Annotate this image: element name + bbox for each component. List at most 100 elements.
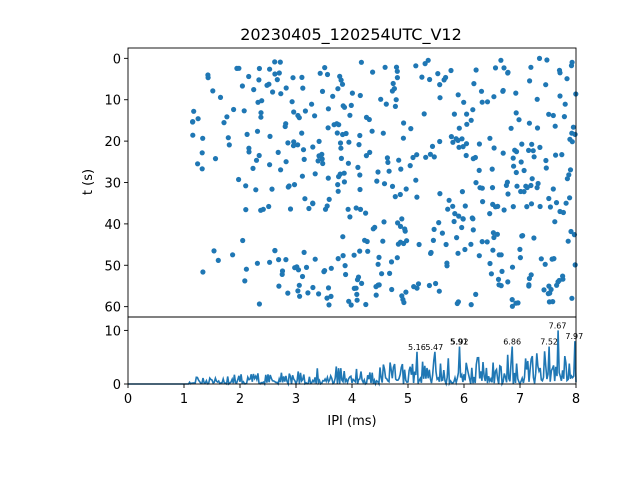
- scatter-point: [256, 152, 262, 159]
- histogram-axes: 0 10 0 1 2 3 4 5 6 7 8: [104, 316, 580, 407]
- scatter-point: [448, 134, 454, 140]
- scatter-point: [328, 265, 334, 271]
- scatter-point: [351, 252, 357, 258]
- scatter-point: [373, 292, 379, 298]
- scatter-point: [319, 88, 326, 94]
- scatter-point: [487, 211, 493, 217]
- scatter-point: [283, 257, 289, 263]
- scatter-point: [414, 152, 420, 158]
- scatter-point: [451, 218, 457, 225]
- scatter-point: [243, 207, 249, 213]
- histogram-line-group: [128, 330, 577, 387]
- scatter-point: [529, 176, 535, 182]
- scatter-point: [381, 219, 387, 225]
- scatter-point: [343, 130, 349, 137]
- scatter-point: [480, 199, 486, 205]
- scatter-point: [394, 255, 400, 261]
- scatter-point: [504, 179, 510, 185]
- scatter-point: [347, 214, 353, 220]
- scatter-point: [564, 76, 570, 82]
- scatter-point: [554, 282, 560, 288]
- scatter-point: [495, 203, 501, 209]
- scatter-point: [541, 287, 547, 293]
- scatter-point: [362, 237, 368, 243]
- scatter-point: [395, 220, 401, 226]
- scatter-point: [236, 176, 242, 183]
- scatter-point: [302, 196, 308, 202]
- scatter-point: [299, 74, 305, 80]
- scatter-point: [217, 94, 224, 100]
- scatter-point: [479, 185, 485, 191]
- scatter-point: [490, 247, 496, 253]
- scatter-point: [569, 130, 575, 136]
- scatter-point: [345, 160, 351, 166]
- scatter-point: [468, 117, 474, 123]
- scatter-point: [433, 280, 439, 287]
- scatter-point: [356, 142, 362, 148]
- scatter-point: [240, 237, 246, 244]
- scatter-point: [535, 180, 541, 187]
- scatter-point: [195, 116, 201, 122]
- scatter-point: [256, 65, 262, 72]
- scatter-point: [508, 125, 514, 131]
- scatter-point: [443, 74, 449, 81]
- scatter-point: [456, 125, 462, 131]
- scatter-point: [566, 172, 572, 178]
- scatter-point: [552, 219, 558, 225]
- scatter-point: [456, 213, 462, 219]
- scatter-point: [534, 125, 541, 131]
- scatter-point: [357, 92, 363, 99]
- scatter-point: [544, 57, 550, 63]
- scatter-point: [536, 55, 543, 62]
- scatter-point: [305, 290, 311, 296]
- scatter-point: [312, 171, 318, 177]
- scatter-point: [510, 155, 516, 161]
- scatter-point: [309, 101, 315, 107]
- scatter-point: [526, 147, 532, 153]
- scatter-point: [422, 61, 428, 67]
- scatter-point: [513, 169, 519, 176]
- scatter-point: [326, 302, 332, 308]
- scatter-point: [407, 163, 413, 169]
- scatter-point: [400, 135, 406, 141]
- scatter-point: [341, 104, 348, 110]
- peak-label: 6.86: [503, 337, 521, 346]
- scatter-point: [325, 106, 331, 112]
- scatter-point: [246, 73, 252, 80]
- scatter-point: [569, 295, 575, 301]
- x-tick-label: 7: [516, 392, 524, 407]
- scatter-point: [512, 147, 518, 153]
- scatter-point: [557, 93, 563, 99]
- scatter-point: [491, 145, 497, 151]
- scatter-point: [243, 266, 249, 272]
- scatter-point: [345, 206, 351, 212]
- scatter-point: [320, 160, 326, 167]
- scatter-point: [195, 161, 201, 167]
- scatter-point: [531, 154, 537, 160]
- scatter-point: [300, 85, 306, 91]
- scatter-point: [557, 70, 563, 76]
- scatter-point: [543, 82, 549, 88]
- scatter-point: [509, 264, 516, 270]
- scatter-point: [450, 203, 456, 209]
- scatter-point: [437, 138, 443, 145]
- scatter-point: [484, 99, 491, 105]
- scatter-point: [295, 288, 301, 294]
- scatter-point: [370, 69, 376, 75]
- scatter-point: [463, 152, 469, 159]
- x-tick-label: 1: [180, 392, 188, 407]
- scatter-point: [343, 271, 349, 278]
- peak-label: 5.47: [425, 343, 443, 352]
- scatter-point: [335, 188, 341, 194]
- scatter-point: [459, 224, 465, 231]
- scatter-point: [421, 111, 427, 117]
- scatter-point: [221, 120, 227, 126]
- scatter-point: [382, 64, 388, 70]
- scatter-point: [274, 77, 280, 83]
- scatter-point: [476, 253, 482, 259]
- scatter-point: [326, 196, 332, 202]
- scatter-point: [226, 142, 232, 148]
- scatter-point: [492, 65, 499, 71]
- scatter-point: [393, 97, 399, 103]
- scatter-point: [369, 128, 375, 134]
